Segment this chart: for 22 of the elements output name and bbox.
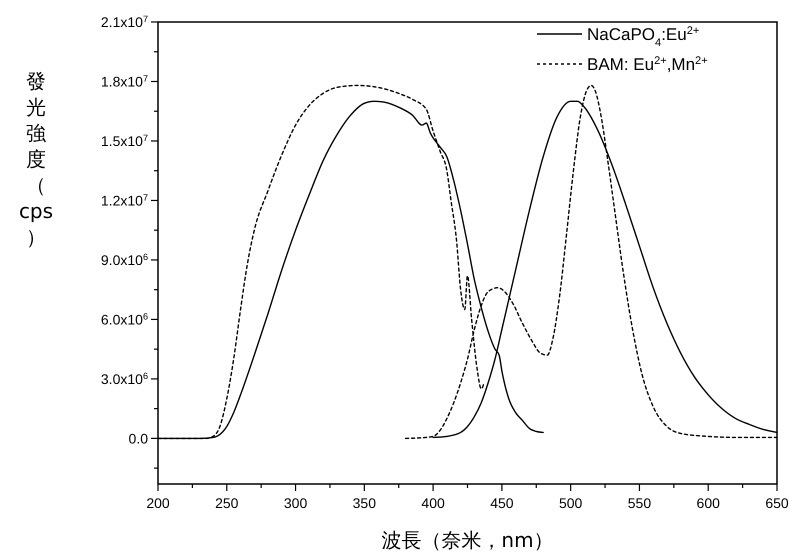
- y-tick-label: 1.2x10$^{7}$: [100, 192, 148, 208]
- y-tick-label: 0.0: [128, 430, 148, 446]
- y-tick-label: 1.8x10$^{7}$: [100, 73, 148, 90]
- x-tick-label: 350: [352, 495, 376, 511]
- x-tick-label: 400: [421, 495, 446, 511]
- y-axis-title: 發光強度（cps）: [18, 69, 54, 249]
- y-tick-label: 1.5x10$^{7}$: [100, 132, 148, 149]
- y-tick-label: 6.0x10$^{6}$: [100, 311, 148, 328]
- x-tick-label: 300: [284, 495, 308, 511]
- y-tick-label: 3.0x10$^{6}$: [100, 370, 148, 387]
- x-tick-label: 650: [765, 495, 789, 511]
- legend-label: NaCaPO$_{4}$:Eu$^{2+}$: [587, 25, 700, 49]
- x-tick-label: 600: [696, 495, 720, 511]
- x-tick-label: 450: [490, 495, 514, 511]
- y-tick-label: 2.1x10$^{7}$: [100, 14, 148, 30]
- x-tick-label: 500: [558, 495, 583, 511]
- x-axis-title: 波長（奈米，nm）: [381, 528, 554, 552]
- x-tick-label: 200: [146, 495, 170, 511]
- legend-label: BAM: Eu$^{2+}$,Mn$^{2+}$: [587, 55, 708, 74]
- x-tick-label: 250: [215, 495, 239, 511]
- x-tick-label: 550: [628, 495, 652, 511]
- y-tick-label: 9.0x10$^{6}$: [100, 252, 148, 268]
